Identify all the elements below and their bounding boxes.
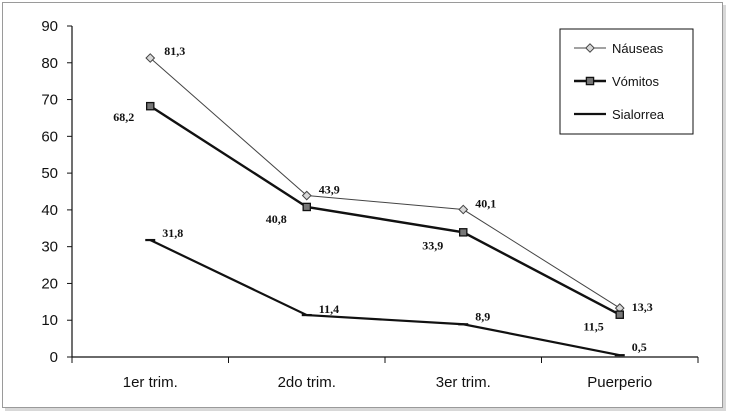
- data-label: 13,3: [632, 300, 653, 314]
- data-label: 68,2: [113, 110, 134, 124]
- series-sialorrea-line: [149, 239, 620, 357]
- y-tick-label: 40: [41, 202, 58, 219]
- data-label: 81,3: [164, 44, 185, 58]
- data-labels: 81,3 43,9 40,1 13,3 68,2 40,8 33,9 11,5 31,8 11,4…: [113, 44, 653, 354]
- data-label: 11,5: [583, 320, 603, 334]
- data-label: 40,8: [266, 212, 287, 226]
- data-label: 8,9: [475, 309, 490, 323]
- data-label: 31,8: [162, 226, 183, 240]
- y-tick-label: 60: [41, 128, 58, 145]
- legend-vomitos-point: [585, 76, 595, 86]
- x-tick-label: Puerperio: [587, 374, 652, 391]
- data-label: 40,1: [475, 197, 496, 211]
- y-tick-label: 80: [41, 55, 58, 72]
- y-tick-label: 20: [41, 275, 58, 292]
- series-nauseas-point: [145, 53, 156, 63]
- data-label: 11,4: [319, 302, 339, 316]
- y-tick-label: 30: [41, 239, 58, 256]
- legend-nauseas-label: Náuseas: [612, 41, 664, 56]
- series-nauseas-point: [301, 190, 312, 201]
- legend-sialorrea-label: Sialorrea: [612, 107, 665, 122]
- y-tick-label: 0: [50, 349, 58, 366]
- x-tick-label: 1er trim.: [123, 374, 178, 391]
- y-tick-label: 10: [41, 312, 58, 329]
- data-label: 33,9: [422, 238, 443, 252]
- series-vomitos-point: [302, 202, 311, 212]
- series-layer: [145, 53, 625, 357]
- series-vomitos-point: [458, 228, 468, 237]
- series-vomitos-point: [615, 310, 625, 319]
- x-tick-label: 2do trim.: [278, 374, 336, 391]
- data-label: 0,5: [632, 340, 647, 354]
- series-vomitos-line: [149, 105, 621, 316]
- x-tick-label: 3er trim.: [436, 374, 491, 391]
- series-nauseas-point: [458, 204, 469, 215]
- legend-nauseas-point: [585, 43, 595, 53]
- y-tick-label: 50: [41, 165, 58, 182]
- axes: 0 10 20 30 40 50 60 70 80 90 1er trim. 2do trim. 3er…: [41, 18, 699, 391]
- series-vomitos-point: [145, 101, 155, 111]
- y-tick-label: 90: [41, 18, 58, 35]
- y-tick-label: 70: [41, 92, 58, 109]
- legend: Náuseas Vómitos Sialorrea: [559, 28, 694, 135]
- legend-vomitos-label: Vómitos: [612, 74, 659, 89]
- data-label: 43,9: [319, 183, 340, 197]
- series-nauseas-line: [149, 57, 621, 309]
